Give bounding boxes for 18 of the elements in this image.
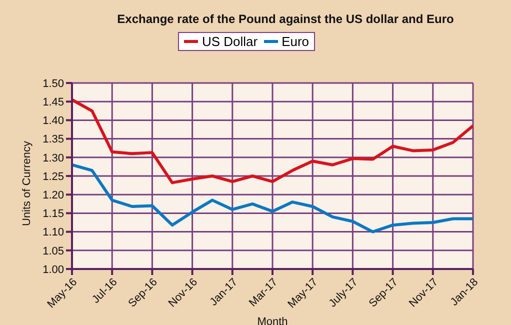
y-tick-label: 1.45 bbox=[42, 96, 64, 109]
y-tick-label: 1.00 bbox=[42, 264, 64, 276]
y-tick-label: 1.05 bbox=[42, 245, 64, 258]
y-tick-label: 1.15 bbox=[42, 208, 64, 220]
y-tick-label: 1.10 bbox=[42, 226, 64, 239]
chart-title: Exchange rate of the Pound against the US dollar and Euro bbox=[116, 12, 455, 26]
y-tick-label: 1.20 bbox=[42, 190, 64, 202]
x-axis-title: Month bbox=[257, 316, 288, 325]
line-series bbox=[72, 163, 473, 234]
y-tick-label: 1.50 bbox=[42, 78, 64, 90]
y-axis-title: Units of Currency bbox=[20, 140, 33, 226]
y-tick-label: 1.40 bbox=[42, 115, 64, 128]
y-tick-label: 1.25 bbox=[42, 170, 64, 183]
line-series bbox=[72, 98, 473, 184]
legend-label: Euro bbox=[280, 34, 310, 49]
legend-label: US Dollar bbox=[200, 34, 258, 49]
y-tick-label: 1.30 bbox=[42, 152, 64, 164]
y-tick-label: 1.35 bbox=[42, 134, 64, 146]
